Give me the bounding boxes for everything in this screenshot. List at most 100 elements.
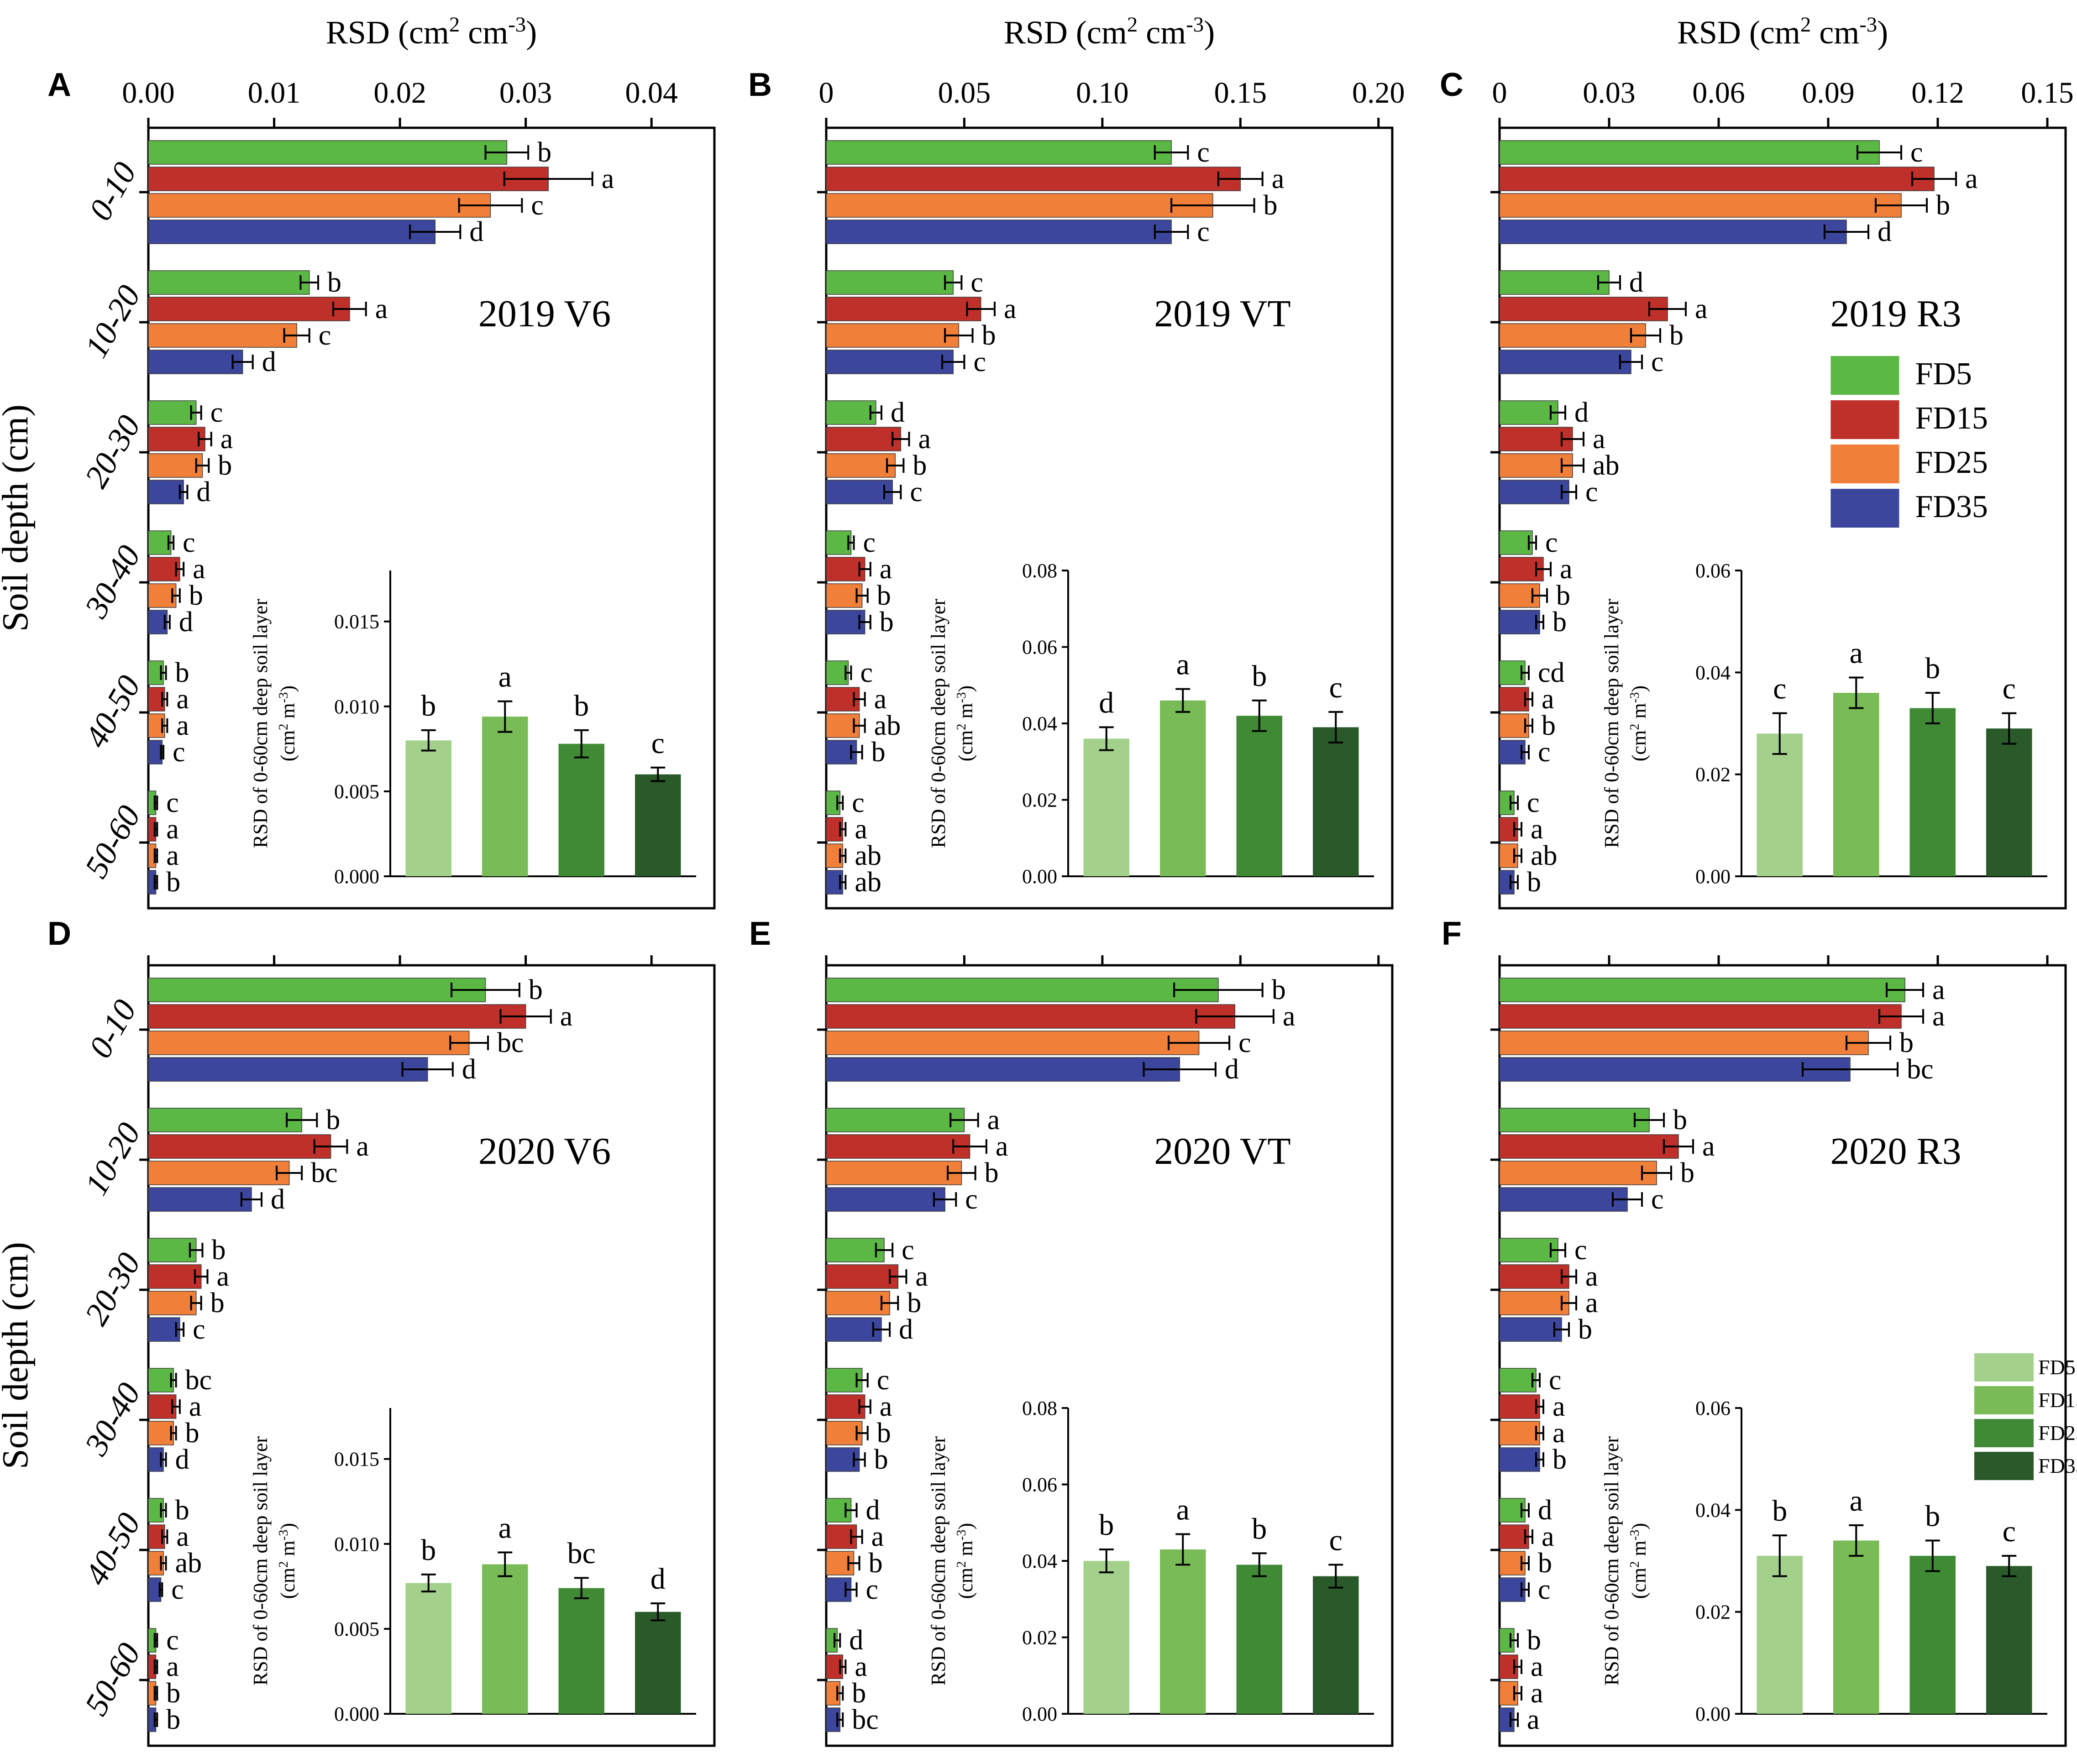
x-axis-title: RSD (cm2 cm-3)	[1677, 13, 1888, 51]
bar-fd25	[1499, 1161, 1657, 1185]
inset-y-tick-label: 0.00	[1022, 865, 1057, 888]
significance-letter: b	[218, 450, 232, 481]
inset-chart: 0.00 0.02 0.04 0.06 0.08 d a b c RSD of 0-60cm de…	[927, 560, 1374, 888]
bar-fd25	[148, 323, 297, 348]
significance-letter: b	[852, 1678, 866, 1709]
bar-fd25	[826, 1161, 962, 1185]
bar-fd5	[826, 1238, 885, 1262]
inset-y-axis-title: RSD of 0-60cm deep soil layer	[249, 599, 272, 848]
significance-letter: a	[1965, 163, 1978, 194]
significance-letter: bc	[311, 1157, 338, 1188]
bar-fd15	[148, 1134, 331, 1159]
bar-fd35	[1499, 1187, 1628, 1212]
x-tick-label: 0.05	[938, 76, 991, 110]
significance-letter: b	[1553, 1444, 1567, 1475]
inset-bar-fd5	[1083, 1561, 1129, 1714]
bar-fd25	[148, 713, 165, 738]
significance-letter: b	[166, 1704, 180, 1735]
significance-letter: a	[220, 424, 233, 455]
significance-letter: c	[852, 787, 865, 818]
inset-y-tick-label: 0.00	[1695, 1703, 1731, 1725]
y-axis-title: Soil depth (cm)	[0, 404, 36, 632]
significance-letter: c	[1651, 1184, 1664, 1215]
inset-y-tick-label: 0.000	[334, 865, 379, 888]
significance-letter: a	[855, 1651, 867, 1682]
bar-fd35	[1499, 1317, 1562, 1342]
x-axis-title: RSD (cm2 cm-3)	[326, 13, 537, 51]
inset-y-tick-label: 0.04	[1022, 1550, 1057, 1572]
inset-legend-swatch-fd15	[1974, 1386, 2034, 1414]
significance-letter: a	[1004, 293, 1017, 325]
significance-letter: d	[849, 1625, 863, 1656]
significance-letter: a	[1695, 293, 1708, 325]
inset-y-axis-unit: (cm2 m-3)	[277, 686, 299, 761]
significance-letter: b	[166, 867, 180, 898]
bar-fd25	[148, 1421, 174, 1445]
significance-letter: bc	[185, 1365, 212, 1396]
panel-letter: E	[749, 916, 771, 952]
legend-label: FD15	[1915, 401, 1988, 436]
inset-significance-letter: c	[2003, 672, 2016, 706]
bar-fd25	[1499, 1291, 1569, 1315]
inset-significance-letter: a	[498, 660, 512, 694]
significance-letter: c	[1538, 1574, 1551, 1605]
x-axis-title: RSD (cm2 cm-3)	[1004, 13, 1215, 51]
bar-fd15	[826, 167, 1241, 191]
significance-letter: a	[1593, 424, 1605, 455]
bar-fd25	[1499, 1031, 1869, 1055]
significance-letter: d	[175, 1444, 189, 1475]
legend-label: FD5	[1915, 356, 1972, 392]
bar-fd5	[148, 400, 197, 425]
inset-significance-letter: a	[498, 1511, 512, 1544]
significance-letter: b	[1553, 607, 1567, 638]
bar-fd15	[148, 297, 350, 321]
significance-letter: b	[1542, 710, 1556, 741]
inset-bar-fd25	[1909, 708, 1956, 876]
significance-letter: d	[866, 1495, 880, 1526]
inset-y-tick-label: 0.06	[1695, 560, 1731, 582]
significance-letter: c	[1549, 1365, 1562, 1396]
inset-significance-letter: d	[1099, 686, 1114, 719]
inset-y-axis-title: RSD of 0-60cm deep soil layer	[249, 1436, 272, 1686]
bar-fd25	[826, 323, 960, 348]
inset-significance-letter: b	[1772, 1494, 1787, 1528]
x-tick-label: 0.04	[625, 76, 678, 110]
significance-letter: c	[877, 1365, 890, 1396]
inset-legend-swatch-fd25	[1974, 1419, 2034, 1447]
bar-fd5	[826, 270, 954, 295]
bar-fd35	[1499, 1057, 1851, 1082]
x-tick-label: 0.01	[248, 76, 301, 110]
bar-fd15	[826, 1004, 1235, 1029]
plot-frame	[1498, 964, 2067, 1747]
inset-significance-letter: b	[574, 689, 589, 722]
legend-swatch-fd15	[1830, 400, 1899, 439]
bar-fd5	[148, 530, 172, 555]
bar-fd15	[148, 167, 549, 191]
significance-letter: d	[271, 1184, 285, 1215]
significance-letter: c	[531, 190, 544, 221]
inset-significance-letter: a	[1850, 1484, 1863, 1518]
significance-letter: d	[469, 216, 483, 247]
bar-fd25	[826, 193, 1213, 218]
significance-letter: a	[1542, 1521, 1554, 1552]
significance-letter: a	[217, 1261, 230, 1292]
inset-y-tick-label: 0.015	[334, 611, 379, 633]
significance-letter: d	[196, 476, 210, 508]
bar-fd35	[826, 220, 1172, 244]
significance-letter: c	[210, 397, 223, 428]
significance-letter: c	[1238, 1027, 1251, 1058]
significance-letter: b	[1673, 1104, 1687, 1136]
inset-significance-letter: b	[1099, 1508, 1114, 1542]
significance-letter: b	[1264, 190, 1278, 221]
panel-letter: C	[1440, 67, 1463, 103]
significance-letter: d	[1629, 267, 1643, 298]
y-tick-label: 20-30	[78, 409, 147, 493]
x-tick-label: 0	[819, 76, 834, 110]
inset-bar-fd35	[1986, 728, 2032, 876]
significance-letter: a	[166, 814, 179, 845]
inset-significance-letter: c	[1329, 1523, 1343, 1557]
y-tick-label: 50-60	[78, 799, 147, 884]
bar-fd25	[826, 453, 896, 478]
inset-y-tick-label: 0.010	[334, 696, 379, 718]
